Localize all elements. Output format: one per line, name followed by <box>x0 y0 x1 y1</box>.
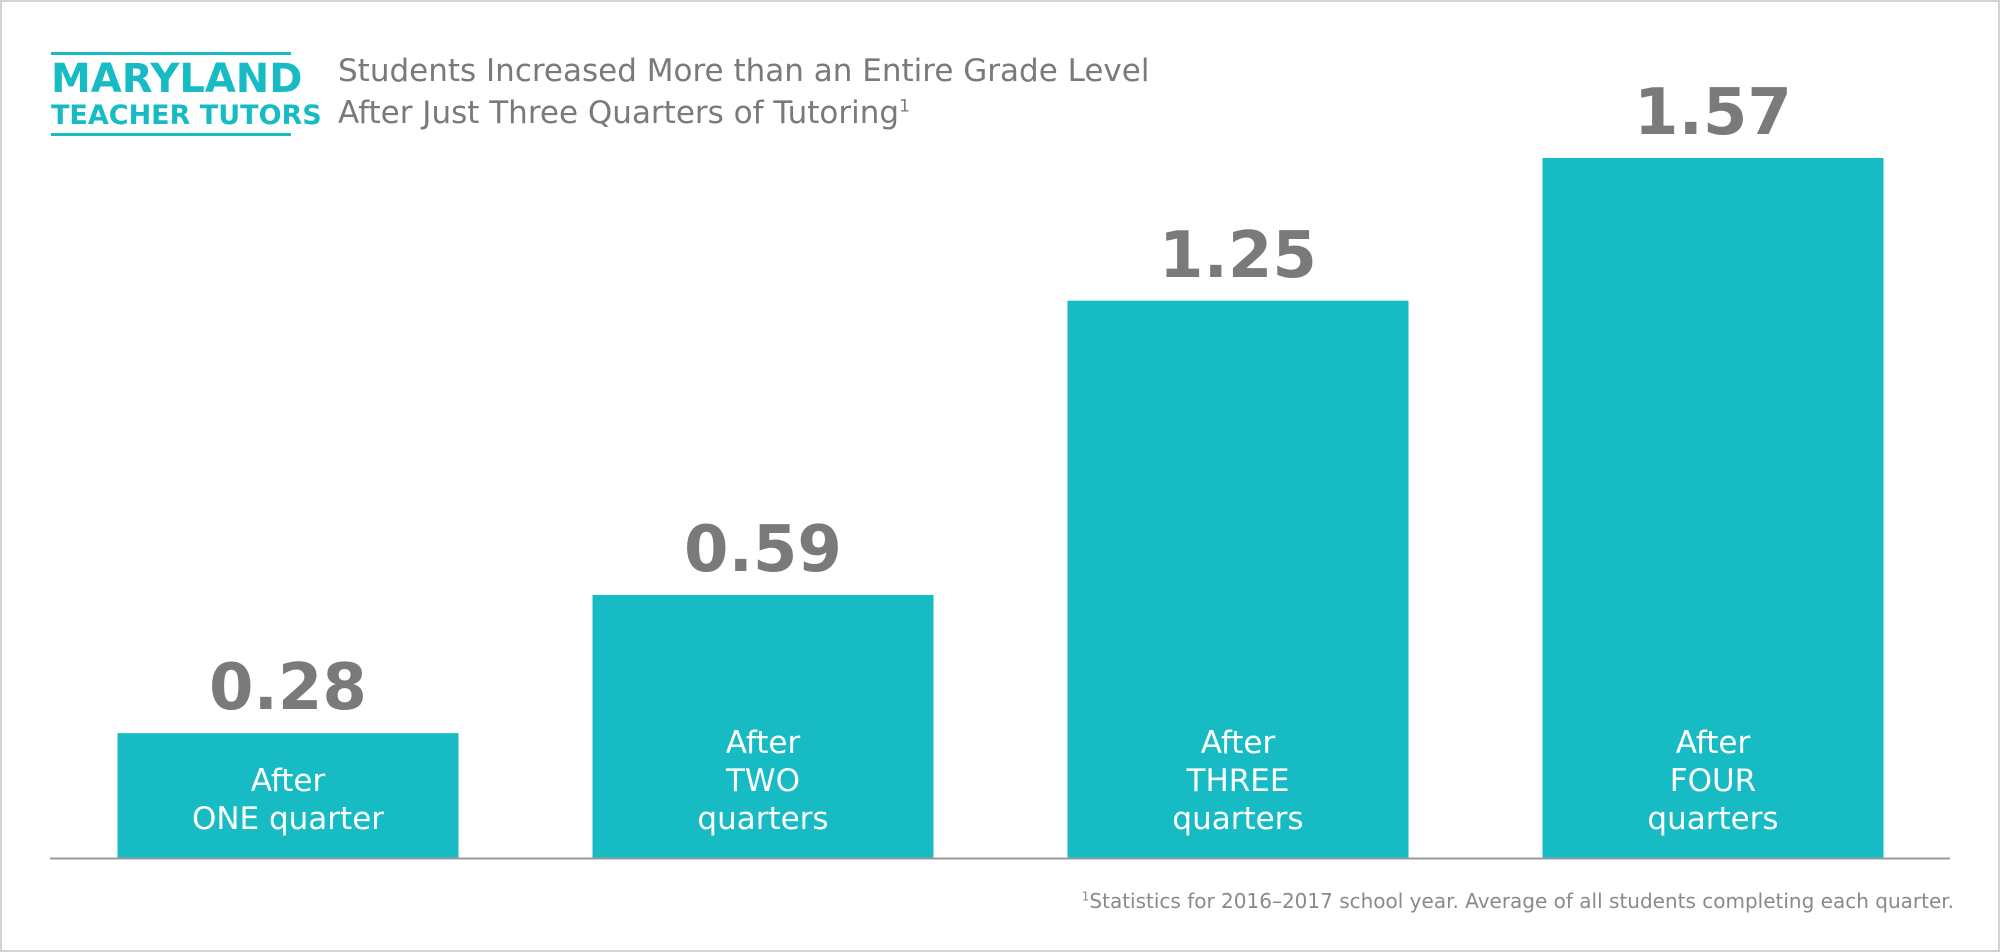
category-label-4: After FOUR quarters <box>1647 725 1779 837</box>
chart-title: Students Increased More than an Entire G… <box>338 50 1149 134</box>
maryland-teacher-tutors-logo: MARYLAND TEACHER TUTORS <box>51 52 322 136</box>
footnote: 1Statistics for 2016–2017 school year. A… <box>1082 889 1954 913</box>
bar-4 <box>1542 158 1884 858</box>
bar-2 <box>592 594 934 858</box>
value-label-2: 0.59 <box>684 512 842 587</box>
footnote-text: Statistics for 2016–2017 school year. Av… <box>1089 889 1954 913</box>
logo-line-2: TEACHER TUTORS <box>51 100 322 131</box>
logo-top-rule <box>51 52 291 55</box>
value-label-3: 1.25 <box>1159 218 1317 293</box>
chart-title-superscript: 1 <box>899 96 910 117</box>
chart-title-line-2-text: After Just Three Quarters of Tutoring <box>338 95 900 131</box>
category-label-2: After TWO quarters <box>697 725 829 837</box>
category-label-1: After ONE quarter <box>191 763 385 837</box>
footnote-marker: 1 <box>1081 889 1090 904</box>
value-label-1: 0.28 <box>209 651 367 726</box>
chart-title-line-1: Students Increased More than an Entire G… <box>338 53 1150 89</box>
chart-title-line-2: After Just Three Quarters of Tutoring1 <box>338 92 1149 134</box>
category-label-3: After THREE quarters <box>1172 725 1304 837</box>
logo-line-1: MARYLAND <box>51 56 303 102</box>
bar-1 <box>117 733 459 858</box>
bar-3 <box>1067 300 1409 858</box>
logo-bottom-rule <box>51 133 291 136</box>
value-label-4: 1.57 <box>1634 76 1792 150</box>
